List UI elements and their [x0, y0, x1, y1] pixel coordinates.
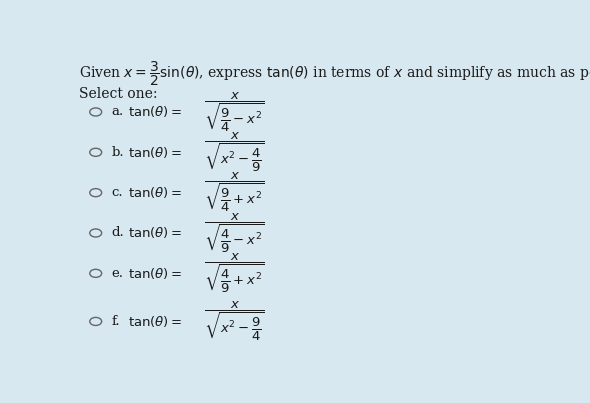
Text: $\tan(\theta) = $: $\tan(\theta) = $ [127, 185, 182, 200]
Text: Select one:: Select one: [79, 87, 158, 101]
Text: $\dfrac{x}{\sqrt{x^2 - \dfrac{4}{9}}}$: $\dfrac{x}{\sqrt{x^2 - \dfrac{4}{9}}}$ [204, 131, 265, 174]
Text: $\dfrac{x}{\sqrt{\dfrac{4}{9} + x^2}}$: $\dfrac{x}{\sqrt{\dfrac{4}{9} + x^2}}$ [204, 252, 265, 295]
Text: $\tan(\theta) = $: $\tan(\theta) = $ [127, 266, 182, 281]
Text: a.: a. [112, 106, 123, 118]
Text: e.: e. [112, 267, 123, 280]
Text: $\tan(\theta) = $: $\tan(\theta) = $ [127, 104, 182, 119]
Text: $\dfrac{x}{\sqrt{\dfrac{4}{9} - x^2}}$: $\dfrac{x}{\sqrt{\dfrac{4}{9} - x^2}}$ [204, 212, 265, 255]
Text: f.: f. [112, 315, 120, 328]
Text: $\tan(\theta) = $: $\tan(\theta) = $ [127, 314, 182, 329]
Text: $\dfrac{x}{\sqrt{x^2 - \dfrac{9}{4}}}$: $\dfrac{x}{\sqrt{x^2 - \dfrac{9}{4}}}$ [204, 300, 265, 343]
Text: c.: c. [112, 186, 123, 199]
Text: d.: d. [112, 226, 124, 239]
Text: $\dfrac{x}{\sqrt{\dfrac{9}{4} - x^2}}$: $\dfrac{x}{\sqrt{\dfrac{9}{4} - x^2}}$ [204, 90, 265, 133]
Text: b.: b. [112, 146, 124, 159]
Text: Given $x = \dfrac{3}{2}\sin(\theta)$, express $\tan(\theta)$ in terms of $x$ and: Given $x = \dfrac{3}{2}\sin(\theta)$, ex… [79, 59, 590, 87]
Text: $\tan(\theta) = $: $\tan(\theta) = $ [127, 226, 182, 241]
Text: $\dfrac{x}{\sqrt{\dfrac{9}{4} + x^2}}$: $\dfrac{x}{\sqrt{\dfrac{9}{4} + x^2}}$ [204, 171, 265, 214]
Text: $\tan(\theta) = $: $\tan(\theta) = $ [127, 145, 182, 160]
